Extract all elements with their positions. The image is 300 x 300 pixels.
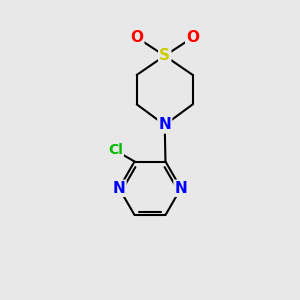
Text: N: N (113, 181, 125, 196)
Text: N: N (175, 181, 187, 196)
Text: S: S (159, 48, 170, 63)
Text: Cl: Cl (108, 143, 123, 158)
Text: N: N (158, 118, 171, 133)
Text: O: O (186, 30, 199, 45)
Text: O: O (130, 30, 143, 45)
